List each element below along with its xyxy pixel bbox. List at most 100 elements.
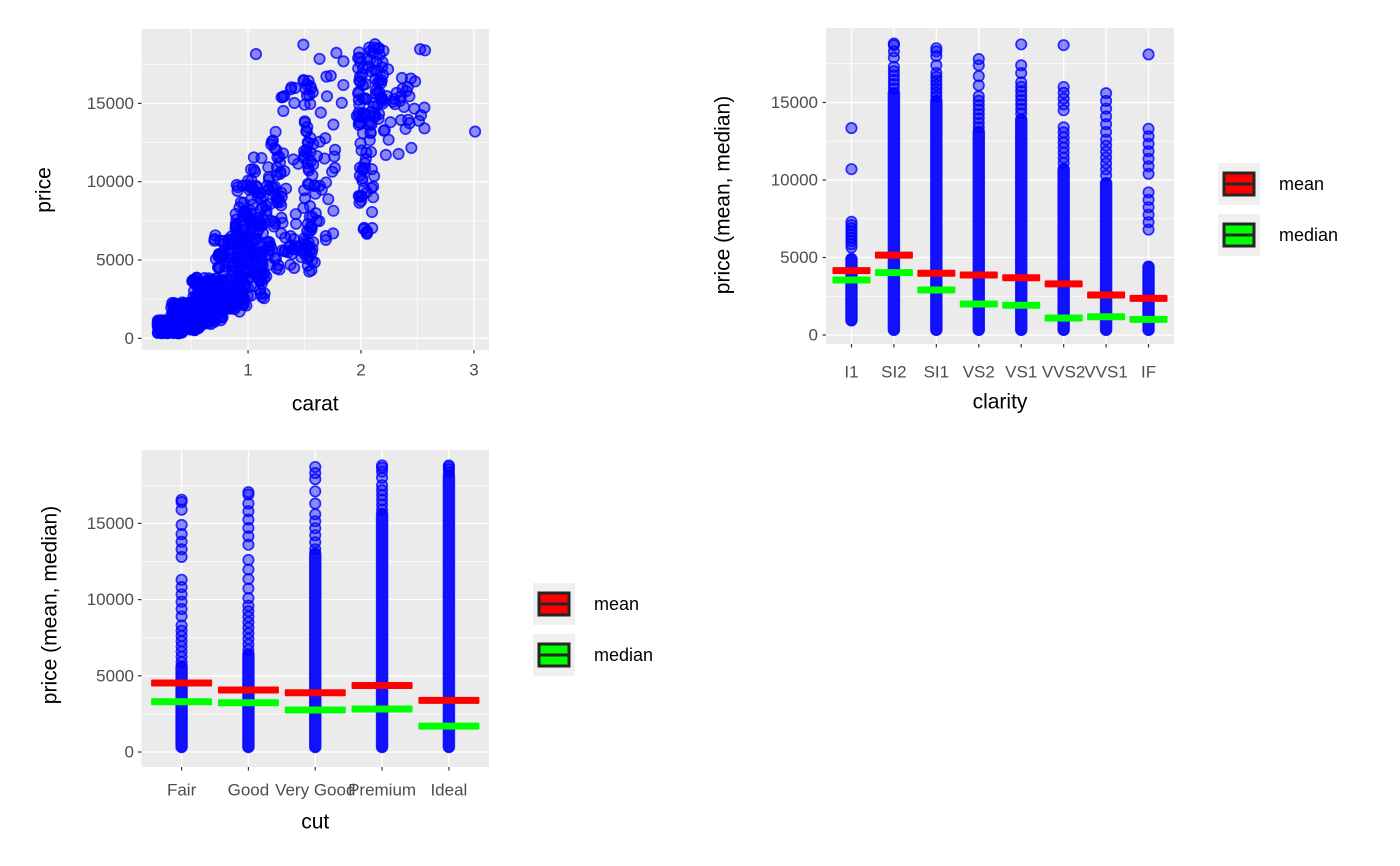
median-crossbar-key-icon	[1218, 214, 1260, 256]
axis-text: IF	[1141, 363, 1156, 382]
data-point	[248, 165, 262, 178]
data-point	[309, 497, 322, 510]
data-point	[1015, 76, 1028, 89]
median-crossbar	[351, 705, 413, 713]
data-point	[1057, 121, 1070, 134]
data-point	[356, 79, 370, 92]
mean-crossbar	[917, 269, 956, 277]
data-point	[277, 147, 290, 160]
data-point	[298, 116, 311, 129]
axis-text: SI2	[881, 363, 907, 382]
data-point	[290, 217, 303, 230]
data-point	[418, 122, 431, 135]
data-point	[242, 592, 255, 605]
data-point	[185, 311, 199, 324]
data-point	[329, 143, 342, 156]
data-point	[319, 230, 332, 243]
data-point	[322, 193, 335, 206]
axis-text: SI1	[924, 363, 950, 382]
data-point	[244, 207, 257, 220]
axis-text: Ideal	[430, 781, 467, 800]
axis-text: Good	[228, 781, 270, 800]
data-point	[242, 530, 255, 543]
data-point	[277, 104, 290, 118]
data-point	[196, 302, 209, 315]
data-point	[1142, 122, 1155, 135]
axis-text: Premium	[348, 781, 416, 800]
axis-text: 10000	[87, 172, 134, 191]
axis-text: Very Good	[275, 781, 355, 800]
data-point	[276, 90, 290, 104]
data-point	[234, 265, 247, 278]
data-point	[930, 45, 943, 58]
data-point	[304, 79, 317, 93]
data-point	[242, 563, 255, 576]
mean-crossbar-key-icon	[1218, 163, 1260, 205]
data-point	[469, 125, 482, 138]
data-point	[371, 76, 384, 89]
data-point	[298, 244, 311, 257]
data-point	[309, 460, 322, 474]
axis-text: 15000	[87, 514, 134, 533]
data-point	[262, 161, 275, 174]
data-point	[930, 42, 943, 55]
y-axis-title: price	[33, 167, 56, 213]
legend-label-median: median	[1279, 225, 1339, 245]
data-point	[307, 138, 320, 151]
data-point	[887, 73, 900, 86]
data-point	[269, 125, 282, 138]
data-point	[288, 96, 301, 110]
data-point	[1142, 186, 1155, 199]
data-point	[845, 163, 858, 176]
data-point	[330, 46, 343, 59]
strip-column	[442, 469, 456, 754]
data-point	[175, 493, 188, 506]
legend-clarity: mean median	[1218, 163, 1338, 256]
data-point	[354, 56, 367, 69]
data-point	[303, 210, 316, 223]
axis-text: 5000	[96, 251, 134, 270]
strip-column	[1057, 162, 1070, 337]
data-point	[242, 553, 255, 567]
strip-column	[309, 547, 322, 754]
data-point	[249, 48, 262, 61]
data-point	[234, 242, 247, 255]
data-point	[153, 319, 166, 332]
data-point	[231, 289, 244, 303]
data-point	[175, 528, 188, 541]
strip-column	[887, 86, 901, 337]
axis-text: Fair	[167, 781, 197, 800]
data-point	[442, 459, 455, 472]
data-point	[1142, 48, 1155, 61]
mean-crossbar	[1044, 280, 1083, 288]
data-point	[358, 108, 371, 121]
axis-text: 15000	[771, 93, 818, 112]
data-point	[365, 205, 379, 219]
strip-column	[972, 125, 986, 337]
data-point	[930, 70, 943, 83]
data-point	[191, 280, 204, 293]
strip-column	[175, 660, 188, 754]
data-point	[240, 299, 253, 312]
axis-text: 0	[125, 329, 134, 348]
data-point	[1015, 59, 1028, 72]
data-point	[887, 37, 900, 50]
mean-crossbar	[1129, 294, 1168, 302]
axis-text: VS2	[963, 363, 995, 382]
x-axis-title: carat	[292, 393, 339, 416]
mean-crossbar	[284, 689, 346, 697]
data-point	[247, 151, 260, 164]
data-point	[401, 80, 414, 93]
mean-crossbar	[832, 267, 871, 275]
data-point	[260, 208, 273, 221]
data-point	[930, 59, 943, 72]
data-point	[366, 221, 379, 235]
axis-text: 2	[356, 361, 365, 380]
data-point	[242, 486, 255, 499]
data-point	[248, 252, 262, 265]
data-point	[313, 135, 326, 148]
data-point	[972, 79, 985, 92]
data-point	[887, 78, 900, 91]
